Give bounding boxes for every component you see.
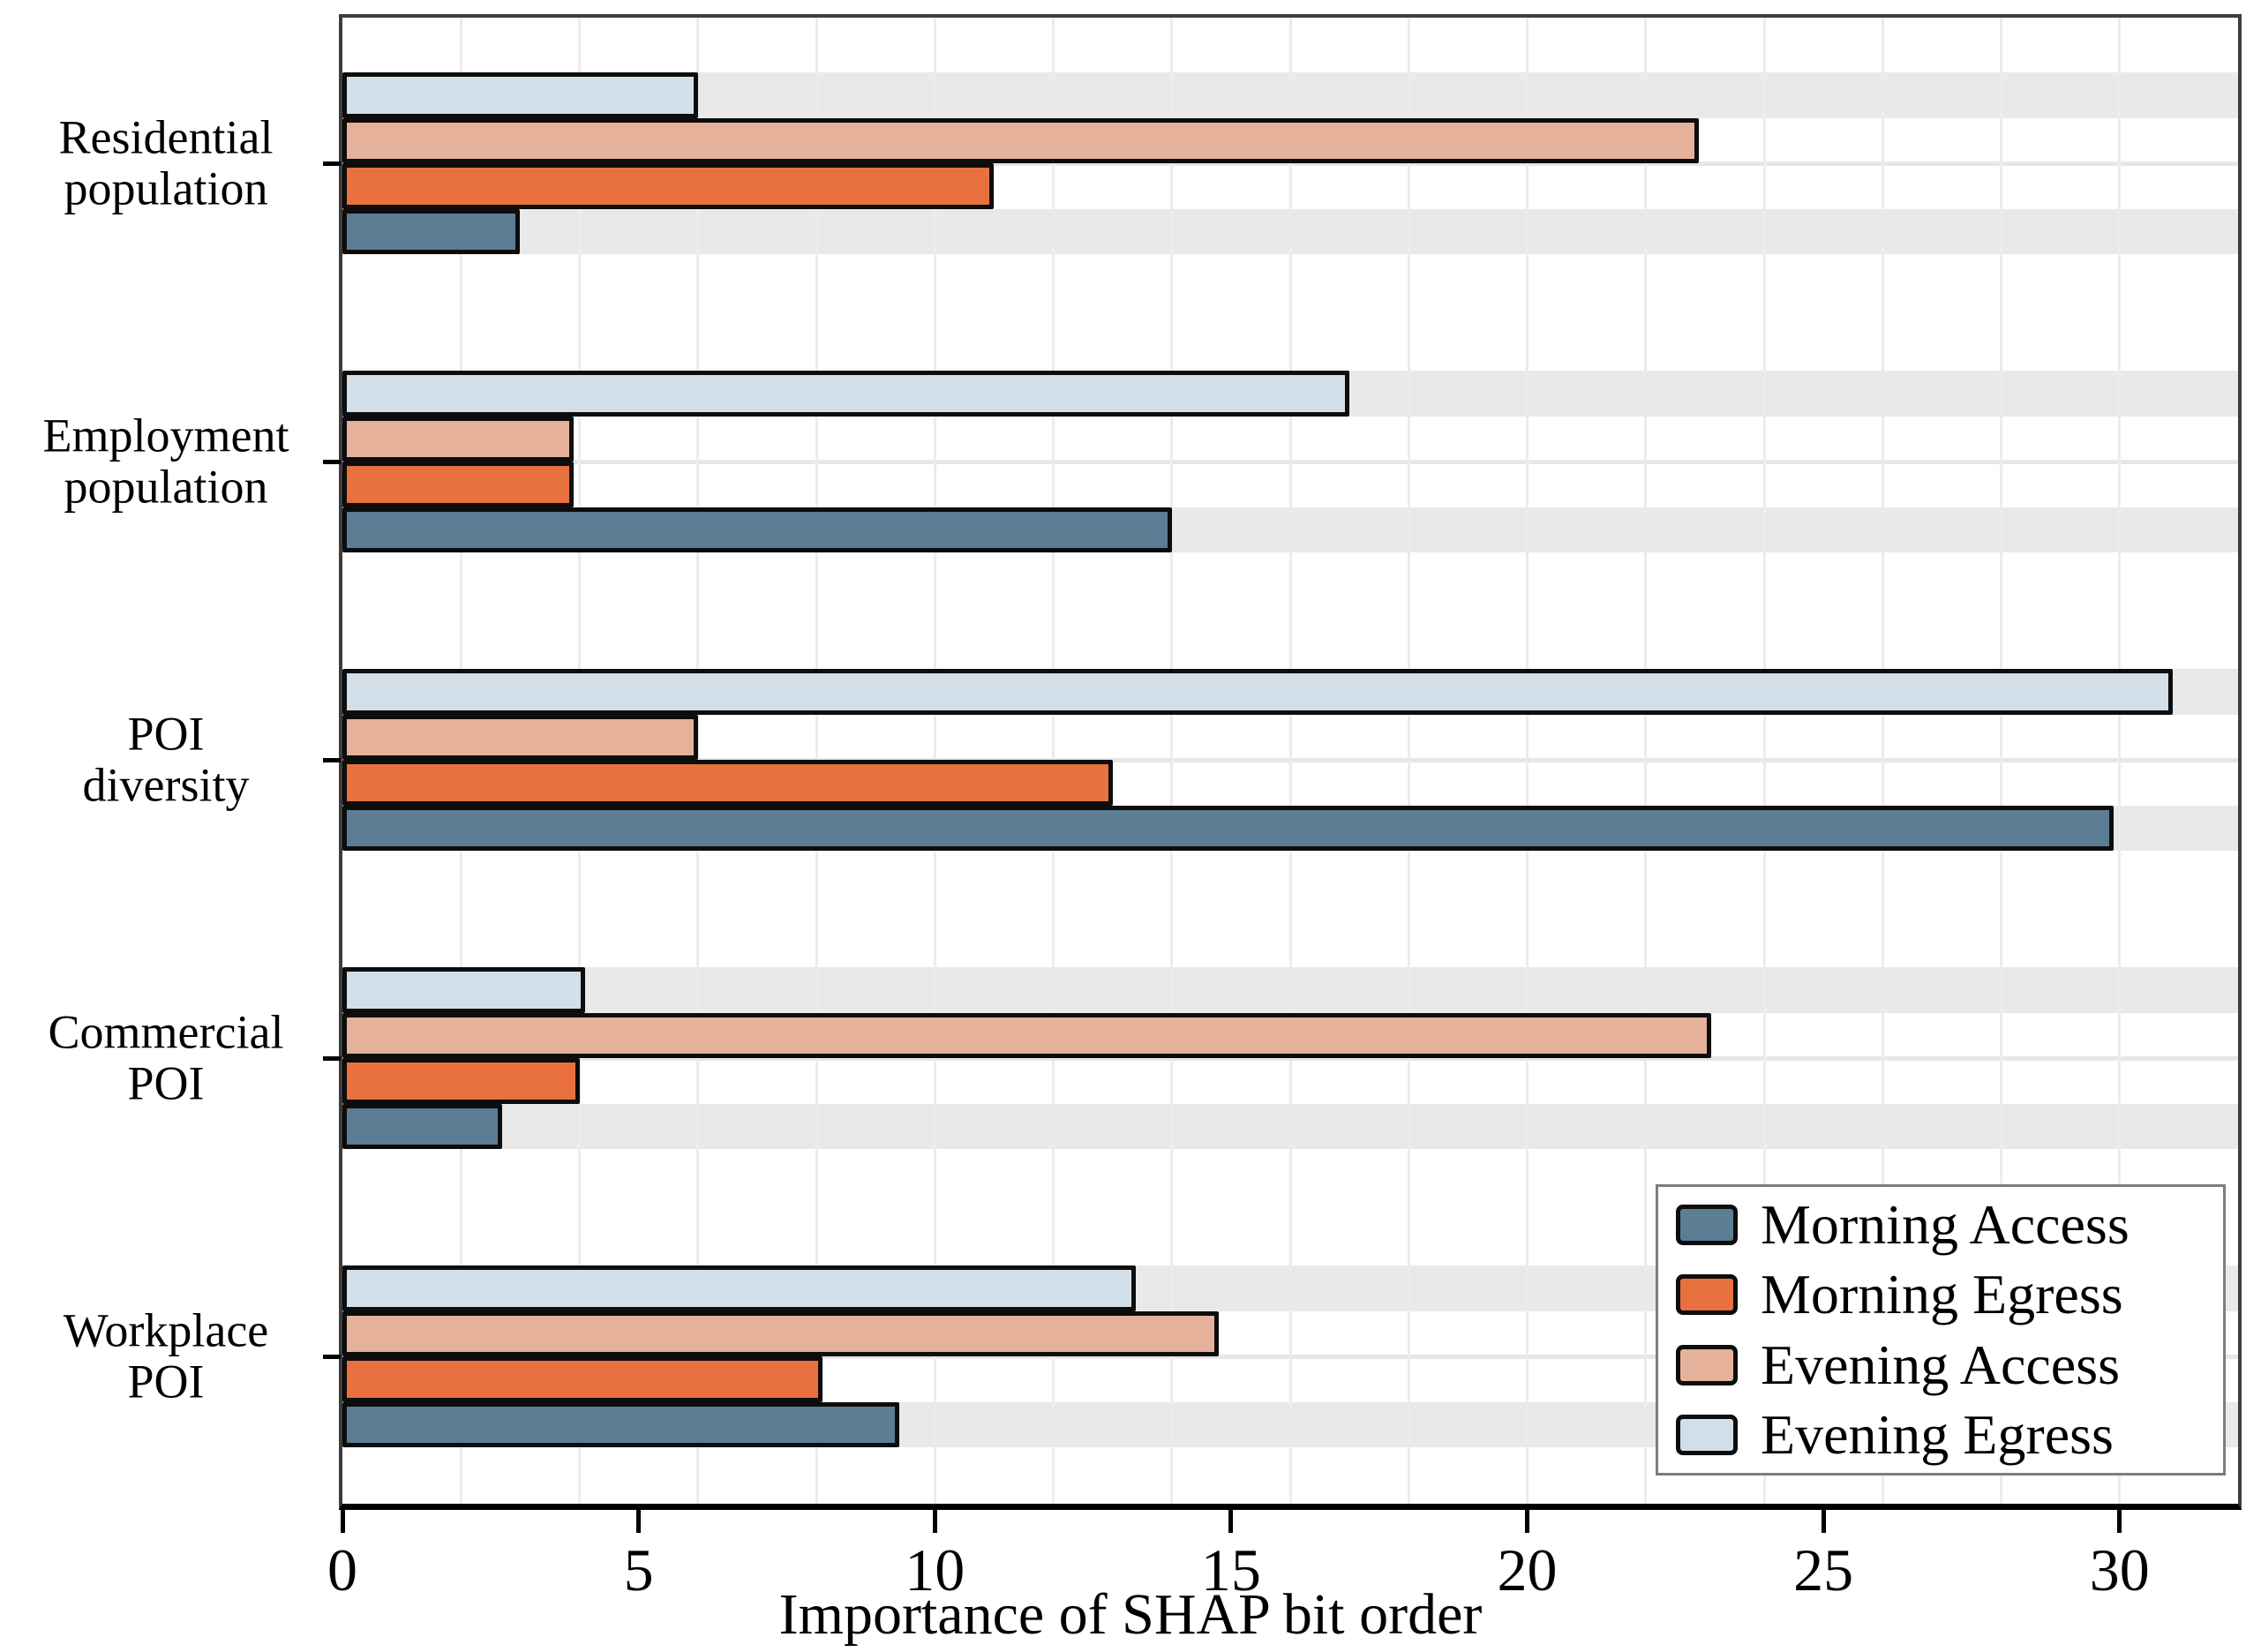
y-axis-tick bbox=[323, 1055, 341, 1061]
bar-morning-access bbox=[342, 507, 1172, 552]
x-axis-tick-label: 10 bbox=[905, 1536, 965, 1603]
vertical-gridline bbox=[1881, 18, 1884, 1504]
bar-morning-access bbox=[342, 805, 2115, 851]
legend-label: Evening Access bbox=[1761, 1333, 2120, 1396]
x-axis-tick bbox=[932, 1510, 937, 1533]
legend-item: Morning Access bbox=[1676, 1192, 2223, 1258]
x-axis-tick bbox=[1821, 1510, 1826, 1533]
x-axis-tick bbox=[636, 1510, 642, 1533]
vertical-gridline bbox=[1170, 18, 1174, 1504]
legend-swatch-evening-access bbox=[1676, 1344, 1738, 1385]
bar-morning-egress bbox=[342, 1058, 580, 1104]
bar-evening-egress bbox=[342, 669, 2174, 715]
x-axis-tick-label: 0 bbox=[327, 1536, 357, 1603]
bar-morning-egress bbox=[342, 1356, 823, 1402]
legend-swatch-evening-egress bbox=[1676, 1415, 1738, 1456]
bar-morning-egress bbox=[342, 462, 574, 507]
x-axis-tick bbox=[1228, 1510, 1234, 1533]
vertical-gridline bbox=[2118, 18, 2122, 1504]
legend-item: Evening Access bbox=[1676, 1333, 2223, 1398]
x-axis-tick bbox=[1525, 1510, 1529, 1533]
x-axis-tick bbox=[2117, 1510, 2122, 1533]
bar-evening-access bbox=[342, 117, 1700, 163]
x-axis-tick bbox=[340, 1510, 345, 1533]
x-axis-title: Importance of SHAP bit order bbox=[778, 1582, 1483, 1647]
vertical-gridline bbox=[1526, 18, 1529, 1504]
bar-evening-egress bbox=[342, 967, 586, 1013]
vertical-gridline bbox=[1288, 18, 1292, 1504]
category-label: POI diversity bbox=[82, 707, 250, 812]
legend-label: Morning Access bbox=[1761, 1192, 2130, 1256]
vertical-gridline bbox=[2000, 18, 2002, 1504]
bar-evening-access bbox=[342, 714, 698, 760]
category-label: Residential population bbox=[58, 110, 274, 215]
bar-morning-egress bbox=[342, 760, 1113, 806]
x-axis-tick-label: 30 bbox=[2089, 1536, 2150, 1603]
bar-evening-egress bbox=[342, 371, 1350, 417]
y-axis-tick bbox=[323, 161, 341, 166]
vertical-gridline bbox=[1644, 18, 1648, 1504]
legend-label: Morning Egress bbox=[1761, 1263, 2123, 1326]
legend-item: Evening Egress bbox=[1676, 1402, 2223, 1468]
legend: Morning Access Morning Egress Evening Acce… bbox=[1656, 1184, 2226, 1476]
legend-label: Evening Egress bbox=[1761, 1403, 2114, 1467]
legend-swatch-morning-access bbox=[1676, 1204, 1738, 1245]
legend-item: Morning Egress bbox=[1676, 1262, 2223, 1327]
vertical-gridline bbox=[1407, 18, 1410, 1504]
y-axis-tick bbox=[323, 1354, 341, 1359]
plot-area bbox=[339, 14, 2242, 1510]
category-label: Workplace POI bbox=[63, 1303, 269, 1408]
vertical-gridline bbox=[1762, 18, 1766, 1504]
bar-evening-egress bbox=[342, 72, 698, 118]
bar-evening-access bbox=[342, 1012, 1711, 1058]
category-label: Commercial POI bbox=[48, 1005, 284, 1110]
bar-evening-egress bbox=[342, 1265, 1137, 1311]
category-label: Employment population bbox=[42, 409, 289, 514]
bar-morning-access bbox=[342, 1103, 503, 1149]
x-axis-tick-label: 5 bbox=[623, 1536, 654, 1603]
y-axis-tick bbox=[323, 459, 341, 464]
x-axis-tick-label: 20 bbox=[1497, 1536, 1558, 1603]
bar-evening-access bbox=[342, 1310, 1220, 1356]
legend-swatch-morning-egress bbox=[1676, 1274, 1738, 1316]
bar-morning-access bbox=[342, 1401, 899, 1447]
bar-morning-egress bbox=[342, 163, 995, 209]
y-axis-tick bbox=[323, 757, 341, 762]
x-axis-tick-label: 25 bbox=[1793, 1536, 1854, 1603]
x-axis-tick-label: 15 bbox=[1200, 1536, 1261, 1603]
bar-morning-access bbox=[342, 208, 521, 254]
bar-evening-access bbox=[342, 416, 574, 462]
